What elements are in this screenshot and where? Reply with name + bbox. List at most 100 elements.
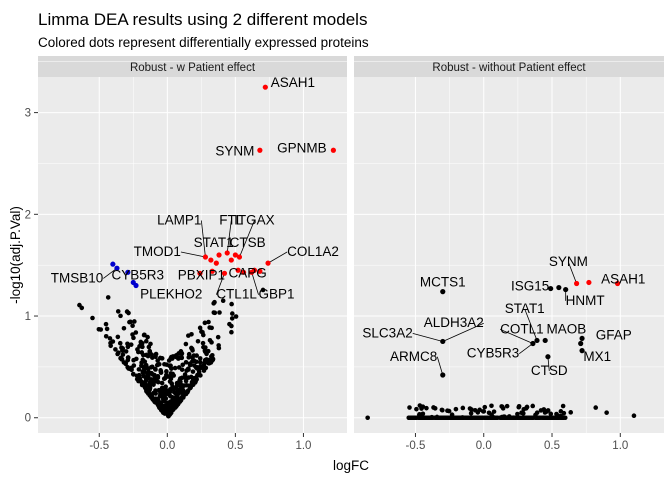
data-point [631, 413, 637, 419]
data-point [460, 415, 465, 420]
data-point [153, 367, 158, 372]
data-point-up [573, 280, 580, 287]
data-point [174, 403, 180, 408]
point-label: CAPG [228, 265, 266, 280]
chart-title: Limma DEA results using 2 different mode… [38, 10, 367, 29]
data-point [185, 389, 190, 395]
data-point [229, 316, 235, 321]
data-point [472, 407, 478, 413]
leader-line [436, 356, 444, 376]
data-point [407, 405, 412, 410]
data-point [516, 404, 522, 410]
data-point [149, 352, 154, 357]
x-tick-label: 0.5 [544, 440, 560, 452]
data-point-up [614, 280, 621, 287]
data-point-down [125, 269, 131, 275]
data-point-up [213, 260, 219, 266]
data-point [511, 415, 516, 420]
data-point [176, 380, 182, 386]
data-point [191, 353, 197, 358]
data-point [229, 329, 234, 335]
y-tick-label: 1 [25, 311, 31, 323]
data-point-up [202, 254, 209, 260]
data-point [212, 299, 217, 305]
data-point [489, 403, 494, 409]
point-label: GFAP [596, 327, 632, 342]
data-point [216, 345, 222, 351]
data-point [194, 359, 199, 365]
leader-line [103, 267, 118, 279]
data-point [118, 313, 123, 319]
data-point [168, 363, 173, 369]
data-point-up [257, 268, 263, 274]
point-label: STAT1 [194, 235, 234, 250]
data-point [504, 403, 510, 409]
data-point [143, 386, 149, 392]
data-point-up [209, 268, 215, 274]
data-point [202, 360, 207, 366]
data-point-up [232, 252, 238, 258]
data-point [180, 362, 186, 368]
data-point [182, 375, 187, 380]
data-point [184, 368, 189, 373]
leader-line [239, 220, 255, 258]
data-point [172, 365, 178, 371]
point-label: MX1 [583, 349, 611, 364]
strip-label: Robust - without Patient effect [432, 62, 586, 74]
data-point [147, 385, 153, 391]
data-point [210, 357, 216, 363]
data-point [521, 406, 527, 412]
data-point [545, 415, 550, 421]
data-point-up [586, 279, 592, 286]
data-point [211, 310, 217, 315]
strip-background [354, 56, 664, 77]
y-axis: 0 1 2 3 [25, 108, 38, 425]
data-point [183, 341, 189, 347]
data-point [175, 390, 181, 396]
data-point-ns [563, 286, 569, 293]
data-point [143, 338, 149, 344]
y-tick-label: 2 [25, 209, 31, 221]
point-label: HNMT [566, 293, 605, 308]
data-point [125, 357, 131, 363]
point-label: ASAH1 [601, 271, 645, 286]
data-point-up [240, 269, 247, 275]
data-point [460, 405, 466, 411]
data-point [130, 371, 136, 377]
data-point [538, 408, 544, 413]
data-point [165, 412, 171, 417]
data-point-up [330, 147, 336, 153]
data-point [475, 415, 480, 421]
data-point [166, 402, 171, 408]
leader-line [215, 273, 225, 295]
data-point [220, 298, 226, 304]
data-point [515, 411, 520, 417]
data-point-up [265, 260, 271, 266]
data-point [499, 404, 505, 410]
data-point [156, 361, 162, 367]
data-point [604, 410, 609, 415]
data-point [206, 319, 211, 325]
data-point [207, 337, 213, 343]
grid-lines [354, 61, 664, 433]
data-point [127, 319, 132, 325]
data-point [170, 407, 176, 412]
data-point [145, 334, 150, 340]
data-point [153, 354, 158, 360]
data-point [501, 414, 507, 419]
data-point [155, 358, 160, 363]
data-point [125, 341, 130, 347]
data-point [200, 340, 206, 346]
data-point [217, 310, 222, 315]
data-point [79, 305, 85, 311]
data-point [480, 409, 486, 414]
data-point [177, 399, 183, 404]
data-point [202, 320, 208, 326]
data-point [176, 356, 181, 361]
data-point [432, 406, 438, 411]
data-point [229, 311, 235, 316]
data-point [229, 301, 234, 307]
data-point [555, 413, 561, 418]
data-point [506, 414, 512, 419]
point-label: ASAH1 [271, 75, 315, 90]
